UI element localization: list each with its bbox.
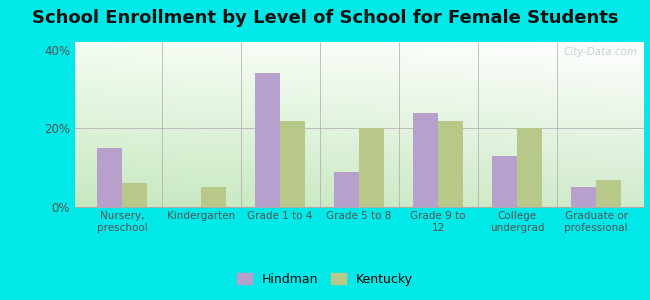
Bar: [359, 128, 384, 207]
Bar: [280, 121, 305, 207]
Bar: [122, 183, 148, 207]
Bar: [571, 188, 596, 207]
Bar: [596, 179, 621, 207]
Bar: [97, 148, 122, 207]
Bar: [413, 113, 438, 207]
Bar: [201, 188, 226, 207]
Legend: Hindman, Kentucky: Hindman, Kentucky: [232, 268, 418, 291]
Text: School Enrollment by Level of School for Female Students: School Enrollment by Level of School for…: [32, 9, 618, 27]
Bar: [492, 156, 517, 207]
Bar: [334, 172, 359, 207]
Bar: [255, 74, 280, 207]
Bar: [517, 128, 542, 207]
Bar: [438, 121, 463, 207]
Text: City-Data.com: City-Data.com: [564, 47, 638, 57]
